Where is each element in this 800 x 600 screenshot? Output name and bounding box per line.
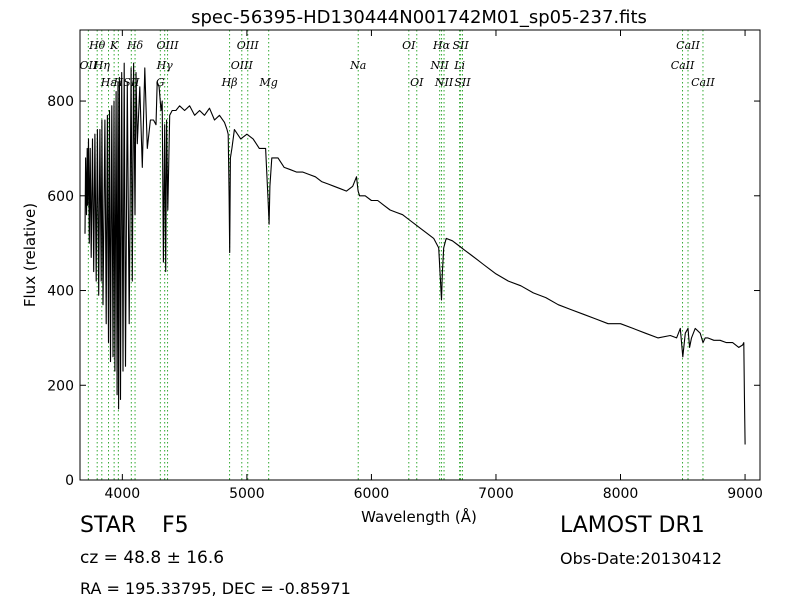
annotation-label-1: OII	[79, 59, 97, 72]
annotation-label-2: Hη	[93, 59, 111, 72]
survey-name: LAMOST DR1	[560, 513, 705, 538]
annotation-label-21: Li	[453, 59, 465, 72]
annotation-label-17: OI	[410, 76, 424, 89]
y-tick-label-0: 0	[65, 473, 74, 489]
annotation-label-19: SII	[452, 39, 469, 52]
annotation-label-25: CaII	[671, 59, 695, 72]
x-tick-label-9000: 9000	[727, 486, 763, 502]
y-tick-label-600: 600	[47, 189, 74, 205]
annotation-label-15: Na	[349, 59, 366, 72]
x-axis-label: Wavelength (Å)	[361, 507, 477, 526]
observation-date: Obs-Date:20130412	[560, 549, 722, 568]
y-tick-label-800: 800	[47, 94, 74, 110]
annotation-label-14: Mg	[259, 76, 278, 89]
spectrum-line	[84, 62, 746, 445]
chart-title: spec-56395-HD130444N001742M01_sp05-237.f…	[191, 7, 647, 28]
annotation-label-13: Hβ	[221, 76, 238, 89]
annotation-label-24: CaII	[676, 39, 700, 52]
annotation-label-26: CaII	[691, 76, 715, 89]
x-tick-label-6000: 6000	[354, 486, 390, 502]
plot-frame	[79, 29, 761, 481]
annotation-label-3: Hε	[100, 76, 117, 89]
annotation-label-8: OIII	[157, 39, 180, 52]
x-tick-label-8000: 8000	[603, 486, 639, 502]
y-tick-label-200: 200	[47, 378, 74, 394]
annotation-label-16: OI	[402, 39, 416, 52]
annotation-label-7: Hδ	[126, 39, 144, 52]
annotation-label-20: NII	[430, 59, 450, 72]
y-axis-label: Flux (relative)	[21, 203, 39, 307]
object-type: STAR	[80, 513, 137, 538]
annotation-label-23: SII	[454, 76, 471, 89]
annotation-label-0: Hθ	[88, 39, 106, 52]
annotation-label-22: NII	[434, 76, 454, 89]
axis-ticks: 4000 5000 6000 7000 8000 9000 0 200 400 600 800	[47, 30, 763, 502]
annotation-label-4: K	[109, 39, 119, 52]
x-tick-label-5000: 5000	[229, 486, 265, 502]
x-tick-label-4000: 4000	[105, 486, 141, 502]
annotation-label-18: Hα	[432, 39, 451, 52]
coordinates: RA = 195.33795, DEC = -0.85971	[80, 579, 351, 598]
y-tick-label-400: 400	[47, 284, 74, 300]
annotation-label-11: OIII	[237, 39, 260, 52]
redshift-value: cz = 48.8 ± 16.6	[80, 548, 225, 568]
annotation-label-9: Hγ	[156, 59, 174, 72]
annotation-label-10: G	[156, 76, 165, 89]
annotation-label-12: OIII	[231, 59, 254, 72]
spectral-subclass: F5	[162, 513, 189, 538]
x-tick-label-7000: 7000	[478, 486, 514, 502]
emission-line-markers	[87, 30, 704, 480]
